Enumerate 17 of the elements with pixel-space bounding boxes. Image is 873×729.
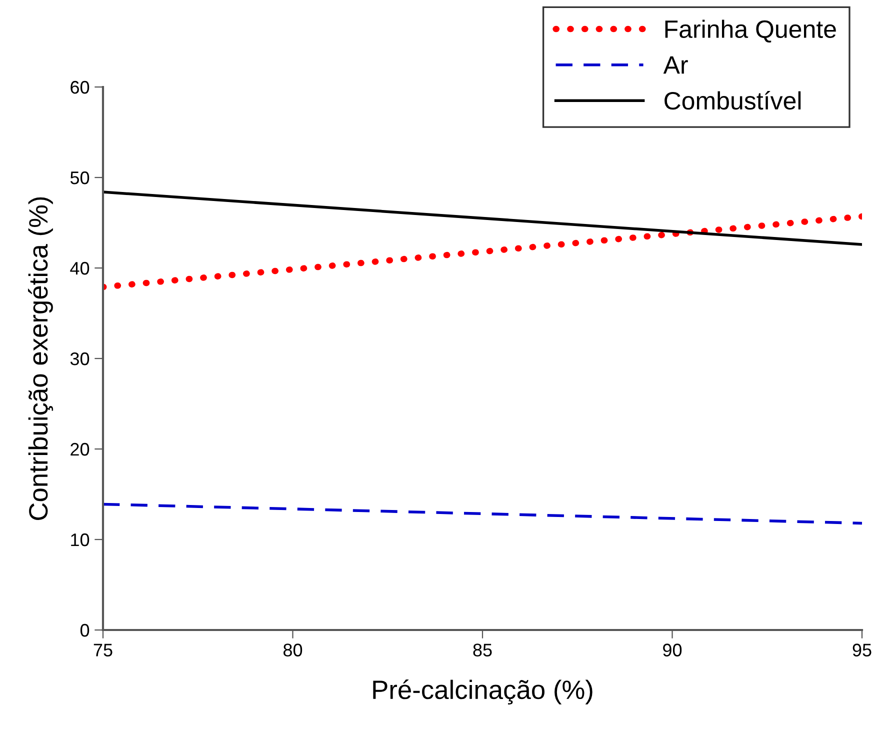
y-tick-label: 60	[70, 80, 90, 94]
x-tick-label: 75	[94, 644, 112, 656]
x-tick-label: 90	[663, 644, 682, 656]
legend-label: Farinha Quente	[665, 20, 836, 43]
x-axis-title: Pré-calcinação (%)	[373, 679, 592, 704]
y-tick-label: 50	[70, 171, 90, 184]
y-tick-label: 40	[70, 262, 90, 275]
x-tick-label: 95	[852, 644, 872, 656]
x-tick-label: 80	[283, 644, 302, 656]
legend-label: Ar	[663, 56, 688, 74]
y-axis-title: Contribuição exergética (%)	[28, 197, 54, 520]
y-tick-label: 10	[71, 533, 90, 546]
x-tick-label: 85	[473, 644, 492, 656]
y-tick-label: 0	[80, 624, 90, 637]
y-tick-label: 30	[70, 352, 90, 366]
legend-label: Combustível	[664, 91, 801, 110]
y-tick-label: 20	[70, 442, 90, 456]
